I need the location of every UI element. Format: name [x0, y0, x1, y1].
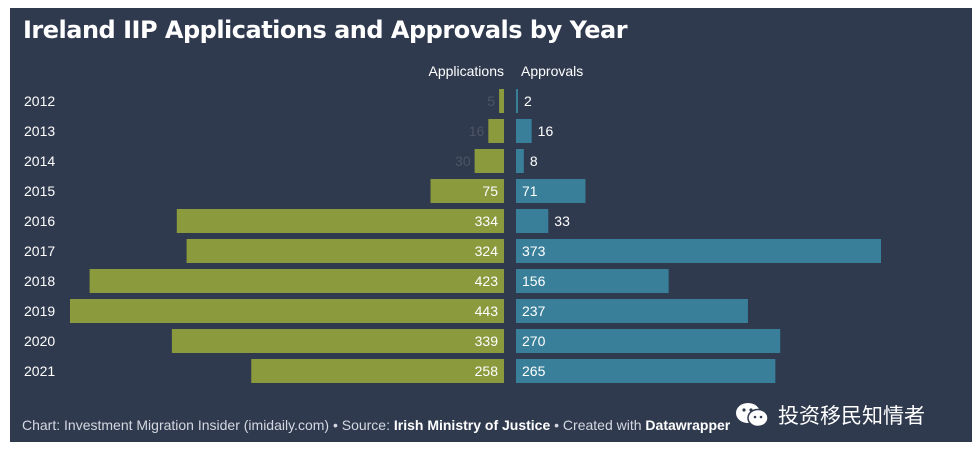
applications-bar-2016 [176, 209, 504, 233]
wechat-icon [736, 403, 769, 428]
year-label-2017: 2017 [24, 243, 55, 259]
applications-value-2017: 324 [475, 243, 499, 259]
applications-bar-2020 [171, 329, 504, 353]
applications-value-2014: 30 [455, 153, 471, 169]
applications-value-2019: 443 [475, 303, 499, 319]
header-applications: Applications [429, 63, 505, 79]
approvals-bar-2018 [516, 269, 669, 293]
footer-source: Irish Ministry of Justice [393, 417, 551, 433]
watermark: 投资移民知情者 [732, 394, 972, 436]
year-label-2012: 2012 [24, 93, 55, 109]
approvals-value-2012: 2 [524, 93, 532, 109]
chart-footer: Chart: Investment Migration Insider (imi… [22, 417, 730, 433]
applications-value-2015: 75 [482, 183, 498, 199]
year-label-2021: 2021 [24, 363, 55, 379]
approvals-value-2017: 373 [522, 243, 546, 259]
approvals-value-2015: 71 [522, 183, 538, 199]
applications-bar-2017 [186, 239, 504, 263]
applications-bar-2019 [70, 299, 504, 323]
approvals-bar-2013 [516, 119, 532, 143]
approvals-value-2021: 265 [522, 363, 546, 379]
year-label-2014: 2014 [24, 153, 55, 169]
approvals-bar-2012 [516, 89, 518, 113]
header-approvals: Approvals [521, 63, 583, 79]
year-label-2018: 2018 [24, 273, 55, 289]
approvals-bar-2019 [516, 299, 748, 323]
applications-value-2012: 5 [487, 93, 495, 109]
applications-bar-2012 [499, 89, 504, 113]
chart-panel: Ireland IIP Applications and Approvals b… [10, 8, 972, 442]
footer-chart-credit: Chart: Investment Migration Insider (imi… [22, 417, 394, 433]
approvals-value-2014: 8 [530, 153, 538, 169]
approvals-bar-2016 [516, 209, 549, 233]
applications-value-2013: 16 [469, 123, 485, 139]
approvals-bar-2021 [516, 359, 776, 383]
applications-bar-2018 [89, 269, 504, 293]
year-label-2015: 2015 [24, 183, 55, 199]
year-label-2016: 2016 [24, 213, 55, 229]
footer-created-with: • Created with [550, 417, 646, 433]
year-label-2020: 2020 [24, 333, 55, 349]
applications-value-2018: 423 [475, 273, 499, 289]
approvals-value-2019: 237 [522, 303, 546, 319]
applications-value-2021: 258 [475, 363, 499, 379]
applications-bar-2013 [488, 119, 504, 143]
approvals-value-2016: 33 [554, 213, 570, 229]
watermark-text: 投资移民知情者 [778, 404, 925, 428]
approvals-value-2020: 270 [522, 333, 546, 349]
applications-bar-2015 [430, 179, 504, 203]
footer-tool: Datawrapper [645, 417, 731, 433]
applications-value-2020: 339 [475, 333, 499, 349]
approvals-bar-2020 [516, 329, 781, 353]
approvals-bar-2015 [516, 179, 586, 203]
bar-chart: Applications Approvals 2012 5 2 2013 16 16 2014 3… [24, 63, 881, 383]
approvals-value-2018: 156 [522, 273, 546, 289]
approvals-value-2013: 16 [538, 123, 554, 139]
approvals-bar-2017 [516, 239, 881, 263]
applications-bar-2014 [474, 149, 504, 173]
year-label-2019: 2019 [24, 303, 55, 319]
applications-value-2016: 334 [475, 213, 499, 229]
approvals-bar-2014 [516, 149, 524, 173]
applications-bar-2021 [251, 359, 504, 383]
chart-title: Ireland IIP Applications and Approvals b… [23, 16, 628, 44]
year-label-2013: 2013 [24, 123, 55, 139]
